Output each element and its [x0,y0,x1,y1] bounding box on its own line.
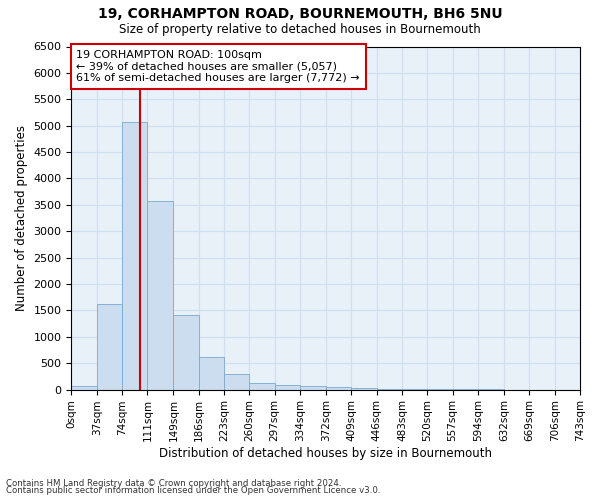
X-axis label: Distribution of detached houses by size in Bournemouth: Distribution of detached houses by size … [159,447,492,460]
Bar [224,374,250,390]
Bar [148,201,173,390]
Bar [300,386,326,390]
Bar [199,358,224,390]
Bar [352,388,377,390]
Text: 19, CORHAMPTON ROAD, BOURNEMOUTH, BH6 5NU: 19, CORHAMPTON ROAD, BOURNEMOUTH, BH6 5N… [98,8,502,22]
Bar [173,315,199,390]
Y-axis label: Number of detached properties: Number of detached properties [15,125,28,311]
Bar [275,385,300,390]
Bar [71,386,97,390]
Bar [97,304,122,390]
Text: Contains HM Land Registry data © Crown copyright and database right 2024.: Contains HM Land Registry data © Crown c… [6,478,341,488]
Bar [377,388,402,390]
Text: 19 CORHAMPTON ROAD: 100sqm
← 39% of detached houses are smaller (5,057)
61% of s: 19 CORHAMPTON ROAD: 100sqm ← 39% of deta… [76,50,360,83]
Text: Size of property relative to detached houses in Bournemouth: Size of property relative to detached ho… [119,22,481,36]
Bar [326,387,352,390]
Bar [402,389,427,390]
Bar [122,122,148,390]
Text: Contains public sector information licensed under the Open Government Licence v3: Contains public sector information licen… [6,486,380,495]
Bar [250,382,275,390]
